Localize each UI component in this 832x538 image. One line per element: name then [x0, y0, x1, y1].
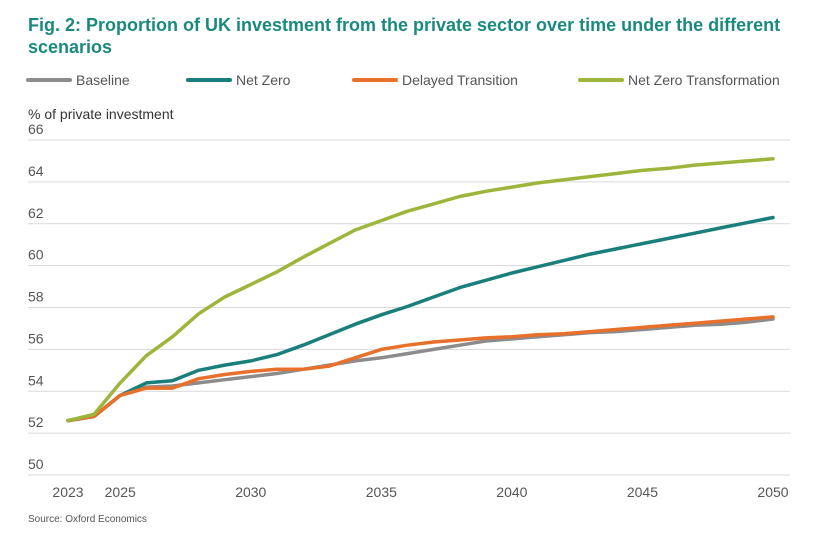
gridlines — [28, 139, 790, 476]
y-axis-ticks: 50 52 54 56 58 60 62 64 66 — [28, 121, 44, 472]
legend-label-baseline: Baseline — [76, 72, 130, 88]
legend-label-net-zero: Net Zero — [236, 72, 291, 88]
x-tick-label: 2040 — [496, 484, 527, 500]
y-tick-label: 60 — [28, 247, 44, 263]
chart-title: Fig. 2: Proportion of UK investment from… — [28, 15, 781, 57]
series-line-delayed-transition — [66, 315, 775, 423]
source-note: Source: Oxford Economics — [28, 514, 147, 525]
x-tick-label: 2030 — [235, 484, 266, 500]
series-line-net-zero — [66, 215, 775, 423]
y-tick-label: 64 — [28, 163, 44, 179]
y-tick-label: 54 — [28, 372, 44, 388]
y-tick-label: 58 — [28, 289, 44, 305]
x-tick-label: 2045 — [627, 484, 658, 500]
legend: Baseline Net Zero Delayed Transition Net Ze… — [26, 72, 780, 88]
x-tick-label: 2023 — [52, 484, 83, 500]
y-tick-label: 62 — [28, 205, 44, 221]
y-tick-label: 52 — [28, 414, 44, 430]
x-tick-label: 2025 — [105, 484, 136, 500]
y-tick-label: 66 — [28, 121, 44, 137]
series-lines — [66, 157, 775, 423]
x-axis-ticks: 2023 2025 2030 2035 2040 2045 2050 — [52, 484, 788, 500]
x-tick-label: 2050 — [757, 484, 788, 500]
y-tick-label: 56 — [28, 330, 44, 346]
y-axis-title: % of private investment — [28, 106, 174, 122]
x-tick-label: 2035 — [366, 484, 397, 500]
legend-label-delayed-transition: Delayed Transition — [402, 72, 518, 88]
series-line-net-zero-transformation — [66, 157, 775, 423]
legend-label-net-zero-transformation: Net Zero Transformation — [628, 72, 780, 88]
y-tick-label: 50 — [28, 456, 44, 472]
